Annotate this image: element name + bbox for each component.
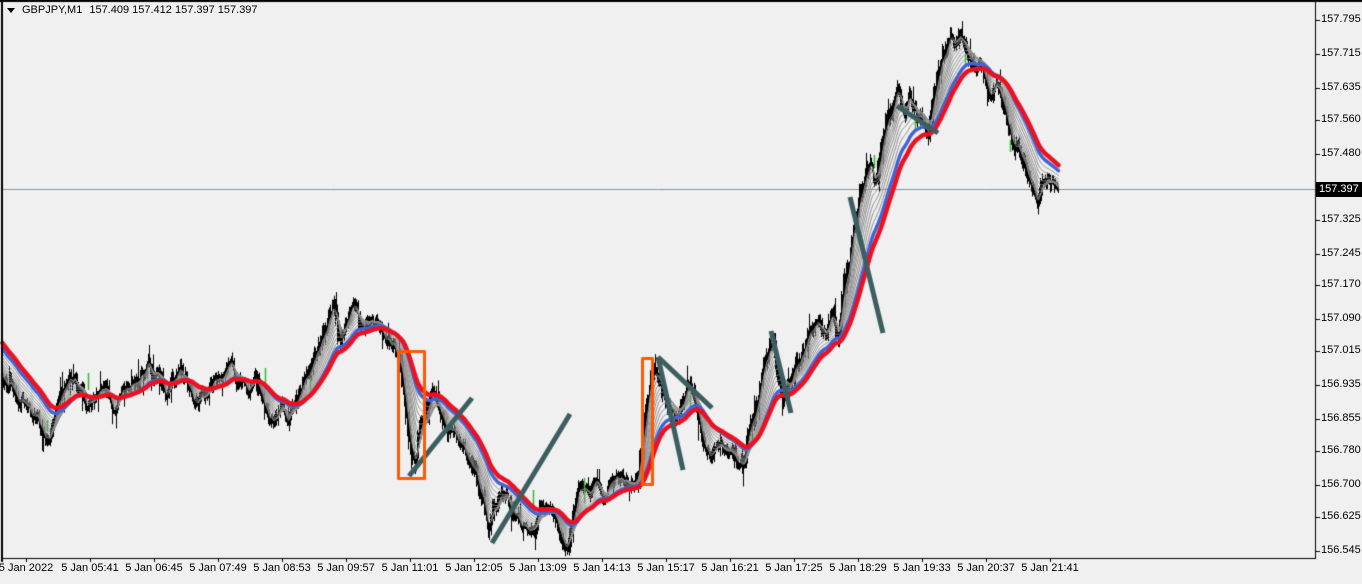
- time-axis-label: 5 Jan 20:37: [957, 562, 1015, 574]
- chart-ohlc-quotes: 157.409 157.412 157.397 157.397: [89, 4, 258, 16]
- current-price-tag: 157.397: [1316, 182, 1362, 197]
- time-axis-label: 5 Jan 07:49: [189, 562, 247, 574]
- price-axis-label: 157.170: [1321, 278, 1361, 290]
- price-axis-label: 157.480: [1321, 147, 1361, 159]
- time-axis-label: 5 Jan 11:01: [381, 562, 439, 574]
- price-axis-label: 157.325: [1321, 213, 1361, 225]
- time-axis-label: 5 Jan 16:21: [701, 562, 759, 574]
- time-axis-label: 5 Jan 15:17: [637, 562, 695, 574]
- time-axis-label: 5 Jan 05:41: [61, 562, 119, 574]
- time-axis-label: 5 Jan 14:13: [573, 562, 631, 574]
- time-axis-label: 5 Jan 09:57: [317, 562, 375, 574]
- current-price-value: 157.397: [1319, 183, 1359, 195]
- price-axis-label: 157.245: [1321, 247, 1361, 259]
- price-axis-label: 157.560: [1321, 113, 1361, 125]
- price-axis-label: 157.090: [1321, 312, 1361, 324]
- time-axis-label: 5 Jan 13:09: [509, 562, 567, 574]
- price-axis-label: 156.625: [1321, 510, 1361, 522]
- price-axis-label: 156.545: [1321, 544, 1361, 556]
- price-axis-label: 156.700: [1321, 478, 1361, 490]
- symbol-dropdown-triangle-icon[interactable]: [7, 7, 15, 13]
- time-axis-label: 5 Jan 21:41: [1021, 562, 1079, 574]
- time-axis-label: 5 Jan 08:53: [253, 562, 311, 574]
- price-axis-label: 156.780: [1321, 444, 1361, 456]
- price-axis-label: 157.015: [1321, 344, 1361, 356]
- price-axis-label: 157.795: [1321, 13, 1361, 25]
- price-axis-label: 156.935: [1321, 378, 1361, 390]
- time-axis-label: 5 Jan 2022: [0, 562, 54, 574]
- time-axis-label: 5 Jan 06:45: [125, 562, 183, 574]
- price-axis-label: 157.715: [1321, 47, 1361, 59]
- price-axis-label: 156.855: [1321, 412, 1361, 424]
- time-axis-label: 5 Jan 19:33: [893, 562, 951, 574]
- time-axis-label: 5 Jan 12:05: [445, 562, 503, 574]
- time-axis-label: 5 Jan 17:25: [765, 562, 823, 574]
- chart-symbol-timeframe: GBPJPY,M1: [22, 4, 83, 16]
- time-axis-label: 5 Jan 18:29: [829, 562, 887, 574]
- time-axis[interactable]: 5 Jan 2022 5 Jan 05:41 5 Jan 06:45 5 Jan 07…: [0, 562, 1362, 584]
- price-axis-label: 157.635: [1321, 81, 1361, 93]
- chart-title: GBPJPY,M1 157.409 157.412 157.397 157.39…: [7, 4, 258, 16]
- price-axis[interactable]: 157.795 157.715 157.635 157.560 157.480 157.3…: [1316, 0, 1362, 558]
